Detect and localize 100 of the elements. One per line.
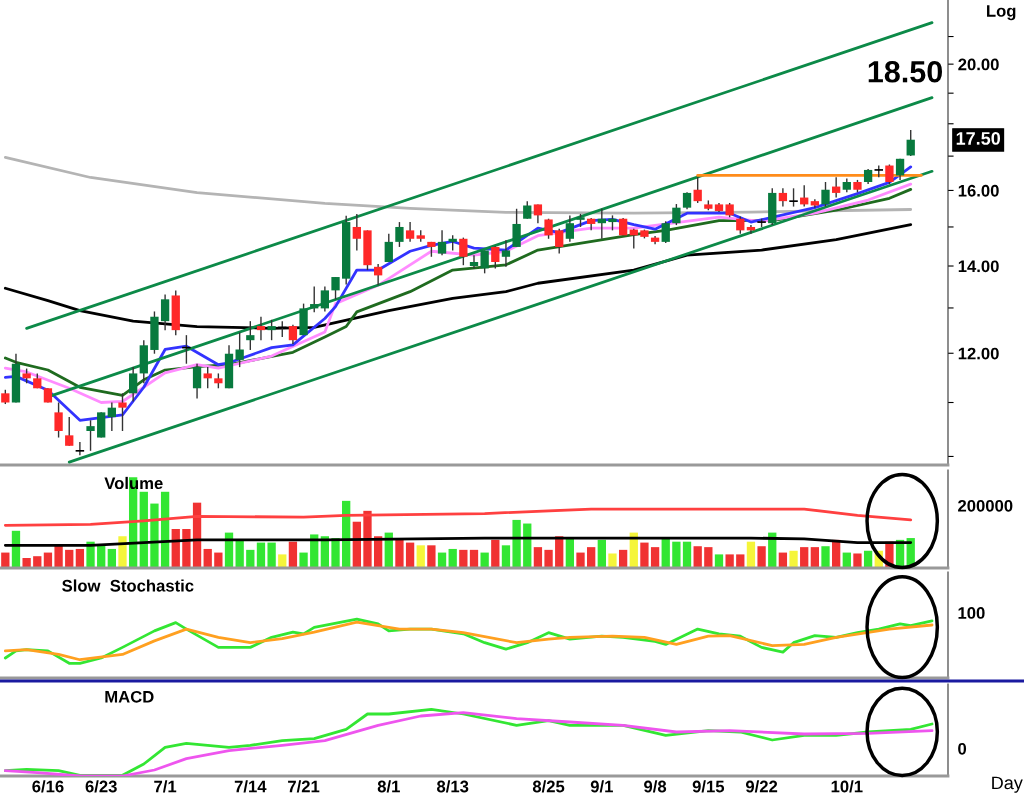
chart-title: Slow Stochastic [62, 579, 194, 592]
bar [640, 542, 649, 568]
x-tick-label: 8/13 [437, 780, 469, 793]
candlestick [788, 187, 799, 208]
y-tick-label: 16.00 [958, 184, 999, 197]
bar [650, 547, 660, 568]
bar [576, 552, 585, 568]
candlestick [480, 249, 489, 275]
bar [661, 538, 670, 568]
bar [597, 539, 606, 568]
text: 0 [958, 742, 967, 755]
bar [405, 542, 415, 568]
bar [533, 547, 543, 568]
bar [491, 539, 500, 568]
bar [267, 542, 276, 568]
bar [107, 548, 116, 568]
bar [618, 549, 628, 568]
bar [33, 556, 42, 568]
bar [118, 536, 127, 568]
bar [821, 546, 830, 568]
bar [736, 554, 745, 568]
bar [501, 545, 511, 568]
candlestick [405, 221, 415, 243]
x-tick-label: 6/23 [85, 780, 117, 793]
candlestick [555, 228, 564, 255]
chart-title: MACD [105, 690, 154, 703]
bar [863, 550, 873, 568]
bar [704, 547, 713, 568]
candlestick [86, 419, 95, 452]
bar [853, 553, 862, 568]
candlestick [128, 366, 138, 403]
candlestick [661, 220, 670, 244]
bar [395, 539, 404, 568]
x-tick-label: 9/1 [590, 780, 613, 793]
candlestick [512, 208, 521, 248]
bar [278, 554, 287, 568]
x-tick-label: 7/14 [234, 780, 267, 793]
candlestick [906, 129, 915, 157]
candlestick [885, 163, 894, 185]
x-tick-label: 8/25 [532, 780, 565, 793]
bar [75, 548, 85, 568]
x-tick-label: 7/21 [288, 780, 320, 793]
candlestick [778, 187, 788, 208]
bar [65, 549, 74, 568]
x-tick-label: 9/22 [745, 780, 778, 793]
candlestick [107, 401, 116, 432]
candlestick [832, 176, 841, 199]
candlestick [235, 331, 244, 368]
x-tick-label: 8/1 [377, 780, 400, 793]
annotation: 18.50 [868, 60, 943, 83]
bar [416, 545, 425, 568]
candlestick [373, 263, 383, 287]
candlestick [459, 236, 468, 266]
bar [810, 547, 820, 568]
bar [469, 549, 479, 568]
candlestick [192, 363, 202, 400]
bar [256, 542, 266, 568]
x-tick-label: 10/1 [831, 780, 863, 793]
candlestick [331, 276, 340, 301]
x-tick-label: 6/16 [32, 780, 64, 793]
bar [427, 545, 436, 568]
candlestick [491, 245, 500, 270]
candlestick [256, 316, 266, 341]
bar [800, 547, 809, 568]
bar [693, 546, 702, 568]
text: 100 [958, 607, 985, 619]
bar [608, 553, 617, 568]
candlestick [118, 392, 127, 432]
bar [725, 554, 734, 568]
bar [288, 541, 298, 568]
candlestick [65, 416, 74, 447]
bar [544, 549, 553, 568]
bar [672, 541, 681, 568]
bar [565, 538, 575, 568]
y-tick-label: 14.00 [958, 260, 999, 273]
candlestick [160, 293, 170, 331]
bar [682, 541, 692, 568]
x-axis-title: Day [992, 776, 1023, 793]
text: 200000 [958, 499, 1013, 512]
text: 17.50 [956, 132, 1001, 145]
candlestick [352, 213, 361, 252]
candlestick [469, 254, 479, 270]
bar [757, 546, 766, 568]
y-tick-label: 20.00 [958, 58, 999, 71]
bar [746, 541, 756, 568]
bar [22, 558, 31, 568]
bar [363, 510, 372, 568]
candlestick [395, 221, 404, 248]
candlestick [437, 229, 447, 256]
bar [182, 528, 191, 568]
candlestick [384, 233, 393, 263]
y-tick-label: 12.00 [958, 347, 999, 360]
candlestick [821, 181, 830, 208]
text: Log [987, 5, 1016, 21]
bar [714, 554, 724, 568]
x-tick-label: 9/15 [692, 780, 725, 793]
bar [214, 552, 223, 568]
candlestick [565, 214, 575, 243]
x-tick-label: 7/1 [154, 780, 177, 793]
candlestick [533, 203, 543, 224]
